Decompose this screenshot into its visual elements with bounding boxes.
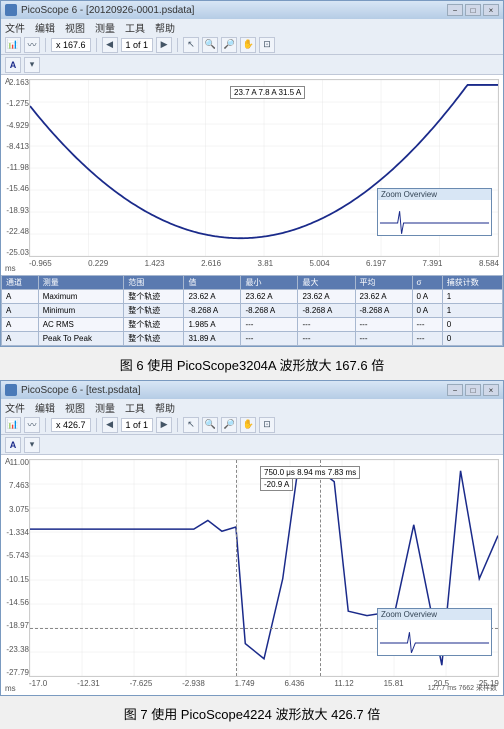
- y-axis-2: 11.007.4633.075-1.334-5.743-10.15-14.56-…: [3, 459, 29, 677]
- pointer-icon[interactable]: ↖: [183, 37, 199, 53]
- fit-icon[interactable]: ⊡: [259, 417, 275, 433]
- ruler-2[interactable]: [320, 460, 321, 676]
- y-axis-1: 2.163-1.275-4.929-8.413-11.98-15.46-18.9…: [3, 79, 29, 257]
- titlebar-2: PicoScope 6 - [test.psdata] − □ ×: [1, 381, 503, 399]
- menu-measure[interactable]: 测量: [95, 20, 115, 35]
- x-axis-1: -0.9650.2291.4232.6163.815.0046.1977.391…: [29, 259, 499, 273]
- menubar-1: 文件 编辑 视图 测量 工具 帮助: [1, 19, 503, 35]
- menu-measure[interactable]: 测量: [95, 400, 115, 415]
- channel-settings-icon[interactable]: ▾: [24, 57, 40, 73]
- table-header: 捕获计数: [442, 276, 502, 290]
- zoom-in-icon[interactable]: 🔍: [202, 417, 218, 433]
- zoom-out-icon[interactable]: 🔎: [221, 417, 237, 433]
- zoom-factor: x 426.7: [51, 418, 91, 432]
- titlebar-1: PicoScope 6 - [20120926-0001.psdata] − □…: [1, 1, 503, 19]
- next-icon[interactable]: ▶: [156, 37, 172, 53]
- picoscope-window-1: PicoScope 6 - [20120926-0001.psdata] − □…: [0, 0, 504, 347]
- menu-tools[interactable]: 工具: [125, 20, 145, 35]
- chart-area-2: A 11.007.4633.075-1.334-5.743-10.15-14.5…: [1, 455, 503, 695]
- zoom-overview-1[interactable]: Zoom Overview: [377, 188, 492, 236]
- spectrum-icon[interactable]: 〰: [24, 417, 40, 433]
- menu-edit[interactable]: 编辑: [35, 400, 55, 415]
- menu-tools[interactable]: 工具: [125, 400, 145, 415]
- table-header: 测量: [38, 276, 124, 290]
- menu-file[interactable]: 文件: [5, 400, 25, 415]
- zoom-factor: x 167.6: [51, 38, 91, 52]
- toolbar-1b: A ▾: [1, 55, 503, 75]
- table-header: 平均: [355, 276, 412, 290]
- toolbar-1a: 📊 〰 x 167.6 ◀ 1 of 1 ▶ ↖ 🔍 🔎 ✋ ⊡: [1, 35, 503, 55]
- table-header: 范围: [124, 276, 184, 290]
- x-unit: ms: [5, 684, 16, 693]
- cursor-readout-2: -20.9 A: [260, 478, 293, 491]
- table-row[interactable]: AMinimum整个轨迹-8.268 A-8.268 A-8.268 A-8.2…: [2, 304, 503, 318]
- table-row[interactable]: APeak To Peak整个轨迹31.89 A------------0: [2, 332, 503, 346]
- next-icon[interactable]: ▶: [156, 417, 172, 433]
- caption-fig7: 图 7 使用 PicoScope4224 波形放大 426.7 倍: [0, 698, 504, 729]
- zoom-title: Zoom Overview: [378, 609, 491, 620]
- maximize-button[interactable]: □: [465, 4, 481, 16]
- toolbar-2a: 📊 〰 x 426.7 ◀ 1 of 1 ▶ ↖ 🔍 🔎 ✋ ⊡: [1, 415, 503, 435]
- app-icon: [5, 4, 17, 16]
- table-header: 最大: [298, 276, 355, 290]
- page-text: 1 of 1: [121, 38, 154, 52]
- minimize-button[interactable]: −: [447, 384, 463, 396]
- caption-fig6: 图 6 使用 PicoScope3204A 波形放大 167.6 倍: [0, 349, 504, 380]
- table-header: 通道: [2, 276, 39, 290]
- page-text: 1 of 1: [121, 418, 154, 432]
- window-title: PicoScope 6 - [20120926-0001.psdata]: [21, 5, 194, 16]
- table-row[interactable]: AMaximum整个轨迹23.62 A23.62 A23.62 A23.62 A…: [2, 290, 503, 304]
- hand-icon[interactable]: ✋: [240, 37, 256, 53]
- scope-icon[interactable]: 📊: [5, 37, 21, 53]
- zoom-title: Zoom Overview: [378, 189, 491, 200]
- ruler-1[interactable]: [236, 460, 237, 676]
- app-icon: [5, 384, 17, 396]
- table-header: 最小: [241, 276, 298, 290]
- fit-icon[interactable]: ⊡: [259, 37, 275, 53]
- zoom-overview-2[interactable]: Zoom Overview: [377, 608, 492, 656]
- toolbar-2b: A ▾: [1, 435, 503, 455]
- scope-icon[interactable]: 📊: [5, 417, 21, 433]
- menu-view[interactable]: 视图: [65, 20, 85, 35]
- plot-1[interactable]: 23.7 A 7.8 A 31.5 A Zoom Overview: [29, 79, 499, 257]
- menu-help[interactable]: 帮助: [155, 20, 175, 35]
- menubar-2: 文件 编辑 视图 测量 工具 帮助: [1, 399, 503, 415]
- zoom-out-icon[interactable]: 🔎: [221, 37, 237, 53]
- measurement-table-1: 通道测量范围值最小最大平均σ捕获计数 AMaximum整个轨迹23.62 A23…: [1, 275, 503, 346]
- picoscope-window-2: PicoScope 6 - [test.psdata] − □ × 文件 编辑 …: [0, 380, 504, 696]
- table-row[interactable]: AAC RMS整个轨迹1.985 A------------0: [2, 318, 503, 332]
- prev-icon[interactable]: ◀: [102, 417, 118, 433]
- close-button[interactable]: ×: [483, 4, 499, 16]
- table-header: σ: [412, 276, 442, 290]
- status-text: 127.7 ms 7662 采样数: [428, 683, 497, 693]
- channel-a-icon[interactable]: A: [5, 57, 21, 73]
- spectrum-icon[interactable]: 〰: [24, 37, 40, 53]
- channel-settings-icon[interactable]: ▾: [24, 437, 40, 453]
- pointer-icon[interactable]: ↖: [183, 417, 199, 433]
- channel-a-icon[interactable]: A: [5, 437, 21, 453]
- chart-area-1: A 2.163-1.275-4.929-8.413-11.98-15.46-18…: [1, 75, 503, 275]
- table-header: 值: [184, 276, 241, 290]
- plot-2[interactable]: 750.0 μs 8.94 ms 7.83 ms -20.9 A Zoom Ov…: [29, 459, 499, 677]
- window-title: PicoScope 6 - [test.psdata]: [21, 385, 141, 396]
- cursor-readout: 23.7 A 7.8 A 31.5 A: [230, 86, 305, 99]
- minimize-button[interactable]: −: [447, 4, 463, 16]
- hand-icon[interactable]: ✋: [240, 417, 256, 433]
- menu-file[interactable]: 文件: [5, 20, 25, 35]
- prev-icon[interactable]: ◀: [102, 37, 118, 53]
- zoom-in-icon[interactable]: 🔍: [202, 37, 218, 53]
- maximize-button[interactable]: □: [465, 384, 481, 396]
- menu-edit[interactable]: 编辑: [35, 20, 55, 35]
- close-button[interactable]: ×: [483, 384, 499, 396]
- menu-view[interactable]: 视图: [65, 400, 85, 415]
- x-unit: ms: [5, 264, 16, 273]
- menu-help[interactable]: 帮助: [155, 400, 175, 415]
